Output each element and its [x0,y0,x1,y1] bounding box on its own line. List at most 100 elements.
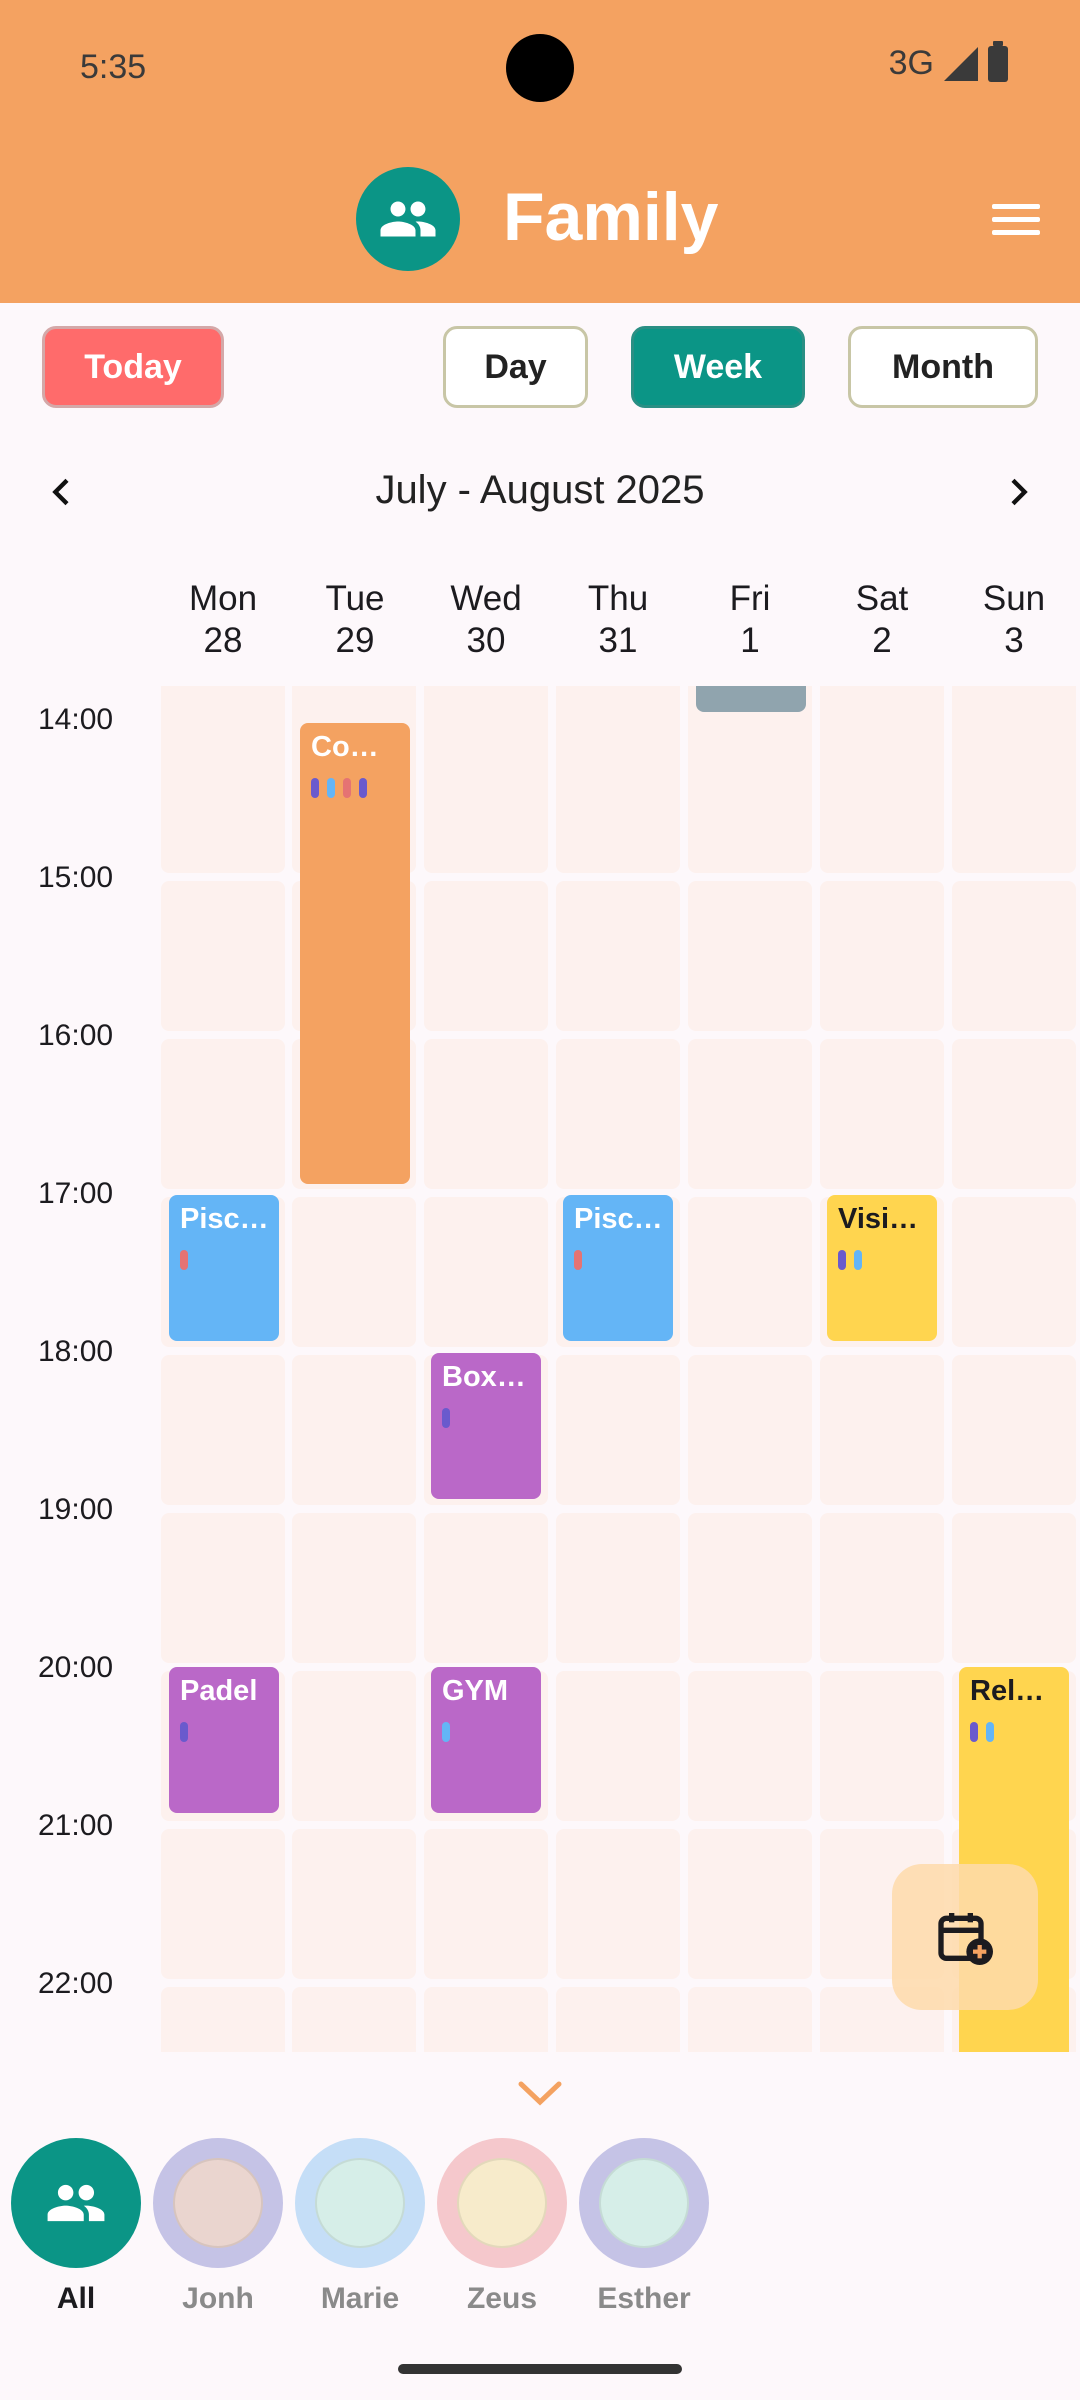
time-slot[interactable] [820,1671,944,1821]
chevron-left-icon[interactable] [38,468,86,516]
time-slot[interactable] [820,1039,944,1189]
time-slot[interactable] [556,1829,680,1979]
time-slot[interactable] [424,1197,548,1347]
member-jonh[interactable]: Jonh [153,2138,283,2316]
time-slot[interactable] [688,723,812,873]
day-header-wed[interactable]: Wed 30 [450,579,522,660]
time-slot[interactable] [820,1513,944,1663]
fish-avatar-icon [599,2158,689,2248]
participant-dot [311,778,319,798]
time-slot[interactable] [688,1039,812,1189]
day-view-button[interactable]: Day [443,326,588,408]
time-slot[interactable] [556,1671,680,1821]
event-sat-visi[interactable]: Visi… [827,1195,937,1341]
time-slot[interactable] [292,1829,416,1979]
time-label: 19:00 [38,1493,114,1526]
day-header-sat[interactable]: Sat 2 [855,579,909,660]
month-view-button[interactable]: Month [848,326,1038,408]
time-label: 22:00 [38,1967,114,2000]
day-header-tue[interactable]: Tue 29 [325,579,385,660]
time-slot[interactable] [161,1355,285,1505]
time-slot[interactable] [424,1513,548,1663]
chevron-right-icon[interactable] [994,468,1042,516]
time-slot[interactable] [161,1513,285,1663]
event-wed-gym[interactable]: GYM [431,1667,541,1813]
member-avatar [579,2138,709,2268]
time-slot[interactable] [556,1039,680,1189]
time-slot[interactable] [424,1987,548,2052]
day-header-thu[interactable]: Thu 31 [587,579,649,660]
time-slot[interactable] [556,1987,680,2052]
time-slot[interactable] [688,1987,812,2052]
time-label: 16:00 [38,1019,114,1052]
week-view-button[interactable]: Week [631,326,805,408]
time-slot[interactable] [688,881,812,1031]
participant-dots [838,1250,926,1270]
group-icon[interactable] [356,167,460,271]
member-zeus[interactable]: Zeus [437,2138,567,2316]
time-slot[interactable] [820,723,944,873]
event-mon-padel[interactable]: Padel [169,1667,279,1813]
participant-dot [854,1250,862,1270]
participant-dot [343,778,351,798]
time-slot[interactable] [292,1513,416,1663]
member-marie[interactable]: Marie [295,2138,425,2316]
time-slot[interactable] [952,881,1076,1031]
time-slot[interactable] [556,723,680,873]
camera-cutout [506,34,574,102]
day-header-fri[interactable]: Fri 1 [729,579,771,660]
time-slot[interactable] [688,1671,812,1821]
time-slot[interactable] [556,881,680,1031]
time-slot[interactable] [952,1355,1076,1505]
event-tue-co[interactable]: Co… [300,723,410,1184]
time-slot[interactable] [161,1039,285,1189]
event-fri-partial[interactable] [696,686,806,712]
time-slot[interactable] [292,1987,416,2052]
time-slot[interactable] [292,1355,416,1505]
time-label: 14:00 [38,703,114,736]
app-header: 5:35 3G Family [0,0,1080,303]
time-slot[interactable] [688,1513,812,1663]
day-header-sun[interactable]: Sun 3 [982,579,1046,660]
signal-icon [944,46,978,81]
time-slot[interactable] [952,1513,1076,1663]
time-slot[interactable] [820,1355,944,1505]
home-indicator[interactable] [398,2364,682,2374]
time-slot[interactable] [424,1039,548,1189]
time-slot[interactable] [820,881,944,1031]
add-event-button[interactable] [892,1864,1038,2010]
event-mon-pisc[interactable]: Pisc… [169,1195,279,1341]
time-slot[interactable] [161,881,285,1031]
time-slot[interactable] [688,1197,812,1347]
time-slot[interactable] [688,1829,812,1979]
time-slot[interactable] [556,1355,680,1505]
participant-dot [986,1722,994,1742]
time-label: 15:00 [38,861,114,894]
time-slot[interactable] [161,723,285,873]
event-wed-box[interactable]: Box… [431,1353,541,1499]
member-esther[interactable]: Esther [579,2138,709,2316]
participant-dots [442,1722,530,1742]
time-slot[interactable] [688,1355,812,1505]
period-label: July - August 2025 [375,468,705,512]
time-slot[interactable] [161,1987,285,2052]
time-slot[interactable] [952,1039,1076,1189]
time-slot[interactable] [292,1197,416,1347]
event-thu-pisc[interactable]: Pisc… [563,1195,673,1341]
time-slot[interactable] [952,1197,1076,1347]
today-button[interactable]: Today [42,326,224,408]
time-slot[interactable] [292,1671,416,1821]
week-grid[interactable]: 14:00 15:00 16:00 17:00 18:00 19:00 20:0… [0,686,1080,2052]
member-all[interactable]: All [11,2138,141,2316]
day-header-mon[interactable]: Mon 28 [188,579,258,660]
time-slot[interactable] [952,723,1076,873]
time-slot[interactable] [161,1829,285,1979]
time-slot[interactable] [424,1829,548,1979]
chevron-down-icon[interactable] [517,2078,563,2113]
time-slot[interactable] [424,881,548,1031]
time-slot[interactable] [556,1513,680,1663]
bear-avatar-icon [173,2158,263,2248]
hamburger-menu-icon[interactable] [992,204,1040,236]
member-avatar [437,2138,567,2268]
time-slot[interactable] [424,723,548,873]
